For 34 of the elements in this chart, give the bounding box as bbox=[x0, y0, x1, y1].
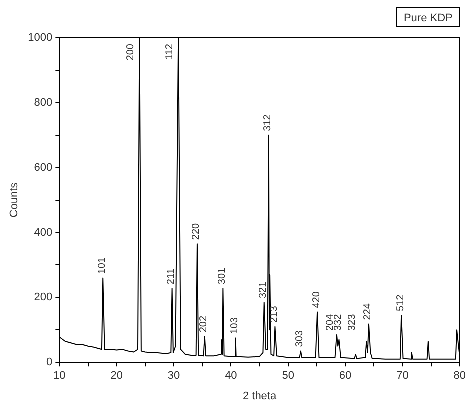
x-tick-label: 40 bbox=[225, 370, 238, 382]
annotation: 303 bbox=[294, 330, 306, 348]
annotation: 323 bbox=[346, 314, 358, 332]
y-axis-title: Counts bbox=[8, 182, 21, 218]
annotation: 332 bbox=[332, 314, 344, 332]
annotation: 512 bbox=[395, 294, 406, 312]
annotation: 312 bbox=[262, 114, 274, 132]
y-tick-label: 200 bbox=[34, 292, 53, 304]
x-tick-label: 30 bbox=[168, 370, 180, 382]
annotation: 220 bbox=[191, 223, 202, 240]
annotation: 213 bbox=[268, 306, 280, 323]
annotation: 103 bbox=[230, 317, 241, 334]
annotation: 112 bbox=[164, 44, 176, 60]
y-tick-label: 400 bbox=[34, 226, 53, 239]
annotation: 211 bbox=[166, 268, 178, 285]
x-tick-label: 70 bbox=[396, 370, 409, 382]
x-tick-label: 50 bbox=[282, 370, 294, 382]
annotation: 202 bbox=[198, 316, 210, 333]
annotation: 224 bbox=[362, 303, 374, 320]
annotation: 101 bbox=[96, 257, 108, 274]
y-tick-label: 600 bbox=[34, 162, 53, 174]
x-tick-label: 60 bbox=[339, 370, 352, 382]
annotation: 200 bbox=[125, 44, 136, 61]
text: Pure KDP bbox=[404, 12, 453, 25]
annotation: 321 bbox=[258, 281, 270, 299]
y-tick-label: 800 bbox=[34, 96, 53, 109]
y-tick-label: 1000 bbox=[28, 32, 53, 44]
x-tick-label: 10 bbox=[54, 370, 66, 382]
annotation: 301 bbox=[216, 267, 228, 285]
x-tick-label: 80 bbox=[454, 370, 466, 382]
y-tick-label: 0 bbox=[46, 356, 53, 369]
x-axis-title: 2 theta bbox=[242, 390, 278, 402]
x-tick-label: 20 bbox=[110, 370, 123, 382]
annotation: 420 bbox=[311, 291, 322, 308]
